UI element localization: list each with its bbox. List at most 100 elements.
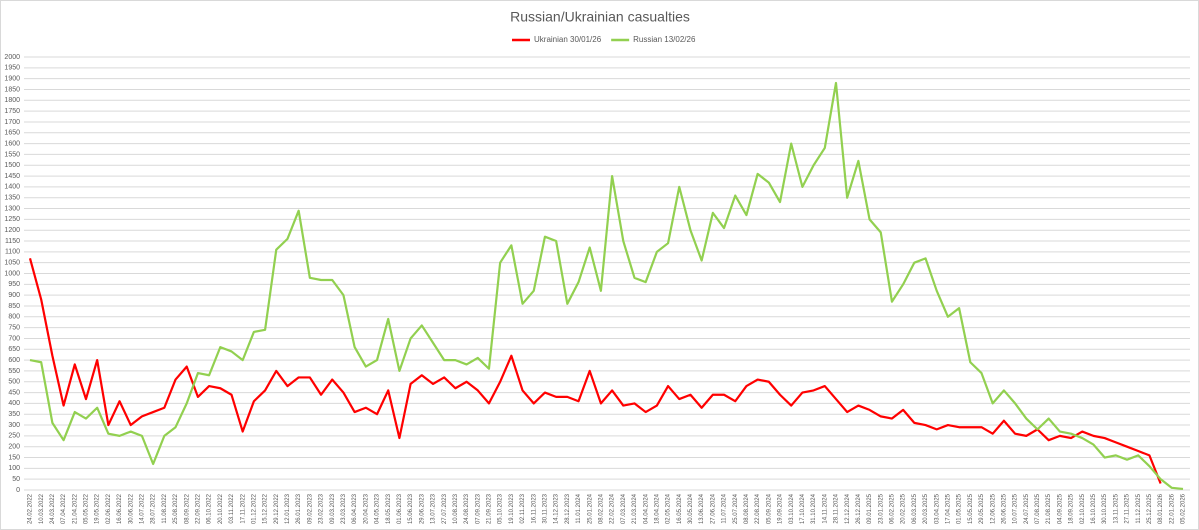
y-tick-label: 1800: [4, 97, 20, 104]
y-tick-label: 950: [8, 281, 20, 288]
x-tick-label: 18.04.2024: [654, 493, 660, 524]
x-tick-label: 15.12.2022: [263, 493, 269, 524]
y-tick-label: 150: [8, 454, 20, 461]
chart-title: Russian/Ukrainian casualties: [510, 9, 690, 25]
x-tick-label: 18.05.2023: [386, 493, 392, 524]
y-tick-label: 0: [16, 487, 20, 494]
y-tick-label: 250: [8, 433, 20, 440]
x-tick-label: 03.11.2022: [229, 493, 235, 523]
x-tick-label: 28.11.2024: [834, 493, 840, 523]
x-tick-label: 28.07.2022: [151, 493, 157, 524]
legend-label: Ukrainian 30/01/26: [534, 35, 602, 44]
y-tick-label: 200: [8, 444, 20, 451]
x-tick-label: 17.04.2025: [946, 493, 952, 524]
x-tick-label: 28.12.2023: [565, 493, 571, 524]
x-tick-label: 16.06.2022: [117, 493, 123, 524]
x-tick-label: 25.01.2024: [587, 493, 593, 524]
x-tick-label: 14.07.2022: [140, 493, 146, 524]
x-tick-label: 30.06.2022: [128, 493, 134, 524]
x-tick-label: 23.01.2025: [878, 493, 884, 524]
x-tick-label: 02.11.2023: [520, 493, 526, 523]
x-tick-label: 01.05.2025: [957, 493, 963, 524]
x-tick-label: 24.03.2022: [50, 493, 56, 524]
x-tick-label: 09.01.2025: [867, 493, 873, 524]
x-tick-label: 06.02.2025: [890, 493, 896, 524]
x-tick-label: 24.08.2023: [464, 493, 470, 524]
y-tick-label: 100: [8, 465, 20, 472]
x-tick-label: 08.08.2024: [744, 493, 750, 524]
legend-label: Russian 13/02/26: [633, 35, 696, 44]
x-tick-label: 24.02.2022: [28, 493, 34, 524]
x-tick-label: 30.11.2023: [543, 493, 549, 523]
y-tick-label: 1300: [4, 205, 20, 212]
x-tick-label: 01.06.2023: [397, 493, 403, 524]
x-tick-label: 17.11.2022: [240, 493, 246, 523]
x-tick-label: 21.04.2022: [72, 493, 78, 524]
x-tick-label: 22.09.2022: [195, 493, 201, 524]
y-tick-label: 1350: [4, 195, 20, 202]
x-tick-label: 24.07.2025: [1024, 493, 1030, 524]
series-line: [29, 81, 1184, 491]
y-tick-label: 550: [8, 368, 20, 375]
x-tick-label: 07.08.2025: [1035, 493, 1041, 524]
x-tick-label: 25.07.2024: [733, 493, 739, 524]
x-tick-label: 03.04.2025: [934, 493, 940, 524]
x-tick-label: 17.10.2024: [800, 493, 806, 524]
x-tick-label: 09.03.2023: [330, 493, 336, 524]
x-tick-label: 16.05.2024: [677, 493, 683, 524]
x-tick-label: 27.06.2024: [710, 493, 716, 524]
x-tick-label: 18.09.2025: [1069, 493, 1075, 524]
x-tick-label: 29.12.2022: [274, 493, 280, 524]
x-tick-label: 05.02.2026: [1181, 493, 1187, 524]
x-tick-label: 11.07.2024: [722, 493, 728, 523]
x-tick-label: 02.06.2022: [106, 493, 112, 524]
y-tick-label: 350: [8, 411, 20, 418]
x-tick-label: 27.11.2025: [1125, 493, 1131, 523]
x-tick-label: 12.12.2024: [845, 493, 851, 524]
y-tick-label: 1550: [4, 151, 20, 158]
x-tick-label: 08.02.2024: [598, 493, 604, 524]
x-tick-label: 10.07.2025: [1013, 493, 1019, 524]
x-tick-label: 20.03.2025: [923, 493, 929, 524]
x-tick-label: 06.10.2022: [207, 493, 213, 524]
y-tick-label: 1150: [5, 238, 20, 245]
x-tick-label: 15.05.2025: [968, 493, 974, 524]
x-tick-label: 16.11.2023: [531, 493, 537, 523]
x-tick-label: 12.06.2025: [990, 493, 996, 524]
y-tick-label: 50: [12, 476, 20, 483]
x-tick-label: 07.03.2024: [621, 493, 627, 524]
x-tick-label: 23.02.2023: [319, 493, 325, 524]
x-tick-label: 15.06.2023: [408, 493, 414, 524]
x-tick-label: 12.01.2023: [285, 493, 291, 524]
y-tick-label: 1450: [4, 173, 20, 180]
x-tick-label: 21.08.2025: [1046, 493, 1052, 524]
y-tick-label: 750: [8, 324, 20, 331]
x-tick-label: 04.09.2025: [1057, 493, 1063, 524]
x-tick-label: 09.02.2023: [307, 493, 313, 524]
y-tick-label: 850: [8, 303, 20, 310]
y-tick-label: 300: [8, 422, 20, 429]
x-tick-label: 19.10.2023: [509, 493, 515, 524]
y-tick-label: 1850: [4, 86, 20, 93]
x-tick-label: 05.09.2024: [766, 493, 772, 524]
x-tick-label: 06.04.2023: [352, 493, 358, 524]
x-tick-label: 26.01.2023: [296, 493, 302, 524]
y-tick-label: 1200: [4, 227, 20, 234]
x-tick-label: 07.04.2022: [61, 493, 67, 524]
y-tick-label: 1750: [4, 108, 20, 115]
x-tick-label: 31.10.2024: [811, 493, 817, 524]
x-tick-label: 30.05.2024: [688, 493, 694, 524]
y-tick-label: 400: [8, 400, 20, 407]
y-tick-label: 600: [8, 357, 20, 364]
y-tick-label: 800: [8, 314, 20, 321]
x-tick-label: 13.11.2025: [1113, 493, 1119, 523]
x-tick-label: 16.10.2025: [1091, 493, 1097, 524]
x-tick-label: 10.03.2022: [39, 493, 45, 524]
y-tick-label: 1600: [4, 140, 20, 147]
y-tick-label: 500: [8, 379, 20, 386]
series-line: [28, 258, 1162, 484]
x-tick-label: 04.05.2023: [375, 493, 381, 524]
x-tick-label: 01.12.2022: [251, 493, 257, 524]
x-tick-label: 03.10.2024: [789, 493, 795, 524]
